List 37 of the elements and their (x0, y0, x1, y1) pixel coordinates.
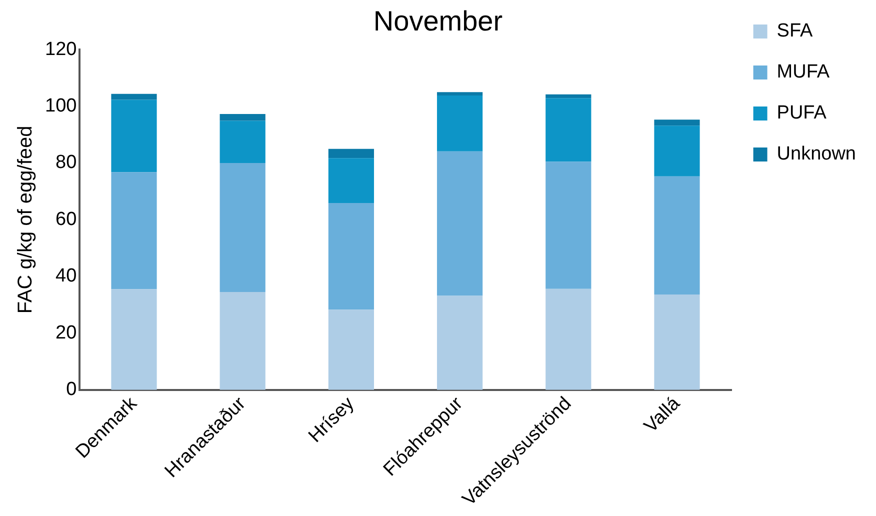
bar (436, 296, 483, 390)
y-tick-label: 120 (45, 38, 77, 60)
bar (220, 163, 266, 292)
legend-label: MUFA (776, 62, 830, 83)
bar (654, 176, 700, 295)
bar (111, 100, 157, 172)
bar (436, 96, 483, 152)
bar (328, 148, 374, 158)
legend-label: SFA (776, 20, 814, 42)
bar (220, 292, 266, 390)
bar (654, 294, 700, 390)
y-tick-label: 0 (66, 379, 77, 400)
bar (111, 94, 157, 100)
bar (220, 114, 266, 121)
legend-label: PUFA (776, 102, 827, 124)
bar (111, 172, 157, 290)
bar (654, 126, 700, 176)
bar (436, 92, 483, 96)
legend-label: Unknown (776, 144, 856, 165)
y-tick-label: 60 (56, 208, 77, 230)
bar (546, 288, 592, 390)
bar (546, 94, 592, 98)
bar (328, 310, 374, 390)
bar (654, 120, 700, 126)
bar (546, 98, 592, 162)
y-tick-label: 40 (56, 266, 77, 287)
bar (328, 158, 374, 203)
bar (328, 202, 374, 310)
bar (220, 120, 266, 164)
bar (546, 162, 592, 289)
bar (436, 151, 483, 296)
y-tick-label: 80 (56, 152, 77, 174)
chart-title: November (373, 6, 503, 37)
y-tick-label: 100 (45, 96, 77, 117)
bar (111, 289, 157, 390)
y-tick-label: 20 (56, 322, 77, 344)
y-axis-title: FAC g/kg of egg/feed (14, 126, 37, 314)
